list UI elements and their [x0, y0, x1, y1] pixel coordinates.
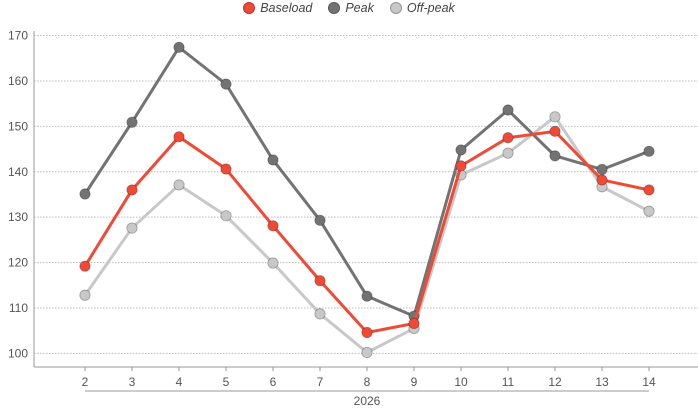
- series-line-off-peak: [83, 115, 651, 354]
- data-point-peak[interactable]: [79, 188, 91, 200]
- y-tick-label: 170: [8, 29, 28, 43]
- data-point-baseload[interactable]: [314, 275, 326, 287]
- data-point-baseload[interactable]: [596, 174, 608, 186]
- data-point-peak[interactable]: [361, 290, 373, 302]
- axes: [33, 31, 698, 368]
- data-point-peak[interactable]: [173, 41, 185, 53]
- legend-label-baseload: Baseload: [260, 1, 313, 15]
- data-point-peak[interactable]: [220, 78, 232, 90]
- data-point-baseload[interactable]: [126, 184, 138, 196]
- legend-label-off-peak: Off-peak: [406, 1, 455, 15]
- x-tick-label: 6: [270, 375, 277, 389]
- data-point-peak[interactable]: [502, 104, 514, 116]
- x-tick-label: 9: [411, 375, 418, 389]
- data-point-baseload[interactable]: [361, 326, 373, 339]
- x-tick-label: 5: [223, 375, 230, 389]
- y-tick-label: 140: [8, 165, 28, 179]
- x-tick-label: 11: [502, 375, 515, 389]
- grid-lines: [34, 35, 698, 354]
- series-line-baseload: [83, 129, 651, 334]
- data-point-off-peak[interactable]: [126, 222, 138, 234]
- x-tick-label: 3: [129, 375, 136, 389]
- series-line-peak: [83, 45, 651, 318]
- y-tick-label: 130: [8, 210, 28, 224]
- y-tick-label: 150: [8, 119, 28, 133]
- legend-item-baseload[interactable]: Baseload: [243, 1, 312, 15]
- data-point-off-peak[interactable]: [314, 308, 326, 320]
- series-off-peak: [79, 111, 655, 359]
- data-point-baseload[interactable]: [549, 125, 561, 137]
- x-tick-label: 2: [82, 375, 89, 389]
- y-tick-label: 160: [8, 74, 28, 88]
- x-tick-label: 4: [176, 375, 183, 389]
- data-point-peak[interactable]: [596, 163, 608, 176]
- x-axis-ticks: 2 3 4 5 6 7 8 9 10 11 12 13 14: [82, 367, 656, 392]
- y-tick-label: 100: [8, 346, 28, 360]
- data-point-peak[interactable]: [549, 150, 561, 162]
- legend-item-peak[interactable]: Peak: [328, 1, 374, 15]
- legend-marker-baseload: [243, 2, 256, 14]
- x-tick-label: 8: [364, 375, 371, 389]
- y-tick-label: 120: [8, 256, 28, 270]
- x-tick-label: 13: [595, 375, 609, 389]
- x-tick-label: 14: [642, 375, 656, 389]
- data-point-off-peak[interactable]: [502, 147, 514, 159]
- legend-marker-peak: [328, 2, 341, 14]
- data-point-peak[interactable]: [455, 144, 467, 156]
- data-point-off-peak[interactable]: [361, 346, 373, 359]
- legend-marker-off-peak: [389, 2, 402, 14]
- data-point-baseload[interactable]: [173, 131, 185, 143]
- x-axis-title: 2026: [354, 394, 381, 408]
- data-point-baseload[interactable]: [267, 220, 279, 232]
- y-axis-ticks: 100 110 120 130 140 150 160 170: [8, 29, 28, 361]
- data-point-peak[interactable]: [126, 116, 138, 128]
- series-baseload: [79, 125, 655, 339]
- chart-legend: Baseload Peak Off-peak: [0, 0, 698, 16]
- data-point-baseload[interactable]: [455, 160, 467, 172]
- x-tick-label: 7: [317, 375, 324, 389]
- data-point-off-peak[interactable]: [643, 205, 655, 217]
- data-point-off-peak[interactable]: [220, 210, 232, 222]
- data-point-off-peak[interactable]: [173, 179, 185, 191]
- series-group: [79, 41, 655, 359]
- data-point-peak[interactable]: [314, 214, 326, 226]
- legend-item-off-peak[interactable]: Off-peak: [389, 1, 455, 15]
- x-tick-label: 12: [548, 375, 562, 389]
- data-point-baseload[interactable]: [220, 163, 232, 175]
- data-point-baseload[interactable]: [643, 184, 655, 196]
- data-point-baseload[interactable]: [408, 317, 420, 330]
- data-point-peak[interactable]: [643, 145, 655, 157]
- data-point-baseload[interactable]: [502, 132, 514, 144]
- data-point-off-peak[interactable]: [267, 257, 279, 269]
- data-point-off-peak[interactable]: [549, 111, 561, 123]
- series-peak: [79, 41, 655, 322]
- data-point-off-peak[interactable]: [79, 289, 91, 301]
- y-tick-label: 110: [9, 301, 28, 315]
- data-point-baseload[interactable]: [79, 260, 91, 272]
- x-tick-label: 10: [454, 375, 468, 389]
- data-point-peak[interactable]: [267, 154, 279, 166]
- legend-label-peak: Peak: [345, 1, 374, 15]
